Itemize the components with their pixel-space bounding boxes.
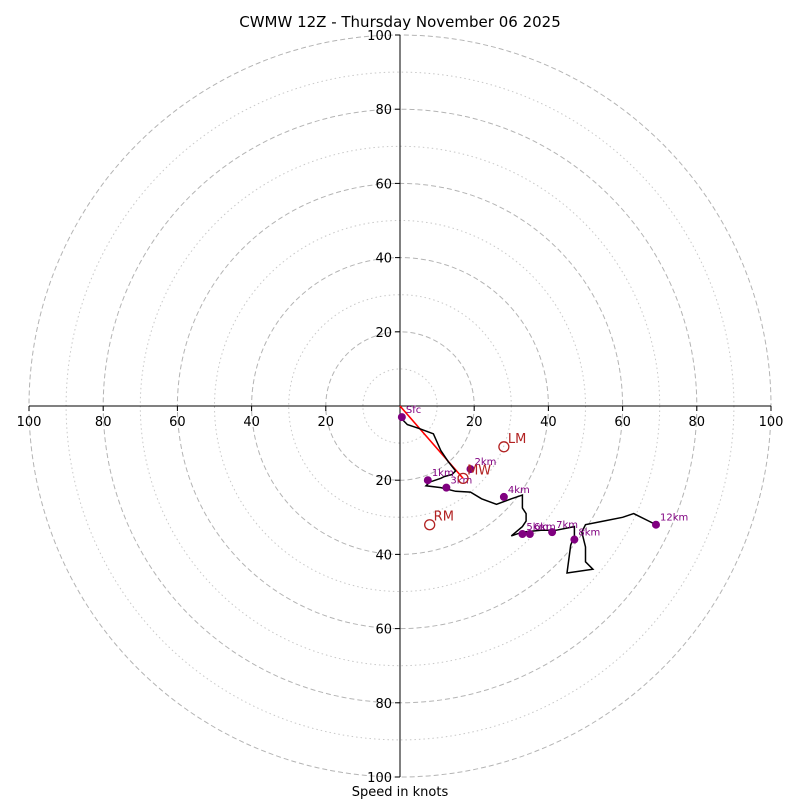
tick-label-top: 100 [367,29,392,44]
height-label-12km: 12km [660,513,688,524]
motion-label-rm: RM [434,510,454,525]
motion-label-lm: LM [508,432,526,447]
tick-label-top: 20 [375,326,392,341]
tick-label-left: 60 [169,415,186,430]
tick-label-right: 80 [689,415,706,430]
wind-profile-layer [399,416,657,574]
storm-motion-layer: LM MW RM [424,432,526,531]
axis-tick-labels: 100 100 100 100 80 80 80 80 60 60 60 60 40 40 40 40 20 20… [17,29,784,786]
height-marker-8km [570,535,579,544]
height-marker-5km [518,529,527,538]
height-label-5km: 5km [526,522,548,533]
tick-label-right: 60 [614,415,631,430]
tick-label-top: 40 [375,252,392,267]
motion-label-mw: MW [467,463,491,478]
motion-marker-lm [498,441,510,453]
height-label-sfc: Sfc [406,405,421,416]
tick-label-left: 20 [318,415,335,430]
tick-label-bottom: 60 [375,623,392,638]
height-marker-12km [651,520,660,529]
height-marker-2km [466,465,475,474]
height-label-1km: 1km [432,468,454,479]
height-marker-4km [499,492,508,501]
tick-label-right: 40 [540,415,557,430]
height-label-6km: 6km [534,522,556,533]
motion-marker-mw [457,472,469,484]
wind-profile-line [399,416,657,574]
height-label-3km: 3km [450,476,472,487]
tick-label-bottom: 40 [375,548,392,563]
chart-title: CWMW 12Z - Thursday November 06 2025 [239,13,561,31]
tick-label-top: 60 [375,177,392,192]
height-marker-6km [525,529,534,538]
motion-marker-rm [424,519,436,531]
height-marker-3km [442,483,451,492]
tick-label-top: 80 [375,103,392,118]
height-marker-1km [423,476,432,485]
tick-label-bottom: 80 [375,697,392,712]
height-label-2km: 2km [474,457,496,468]
height-label-7km: 7km [556,520,578,531]
x-axis-label: Speed in knots [352,785,449,800]
tick-label-right: 20 [466,415,483,430]
tick-label-left: 40 [243,415,260,430]
height-marker-7km [548,528,557,537]
height-label-8km: 8km [578,528,600,539]
tick-label-left: 100 [17,415,42,430]
tick-label-left: 80 [95,415,112,430]
tick-label-bottom: 20 [375,474,392,489]
height-label-4km: 4km [508,485,530,496]
tick-label-right: 100 [759,415,784,430]
height-marker-sfc [397,413,406,422]
tick-label-bottom: 100 [367,771,392,786]
